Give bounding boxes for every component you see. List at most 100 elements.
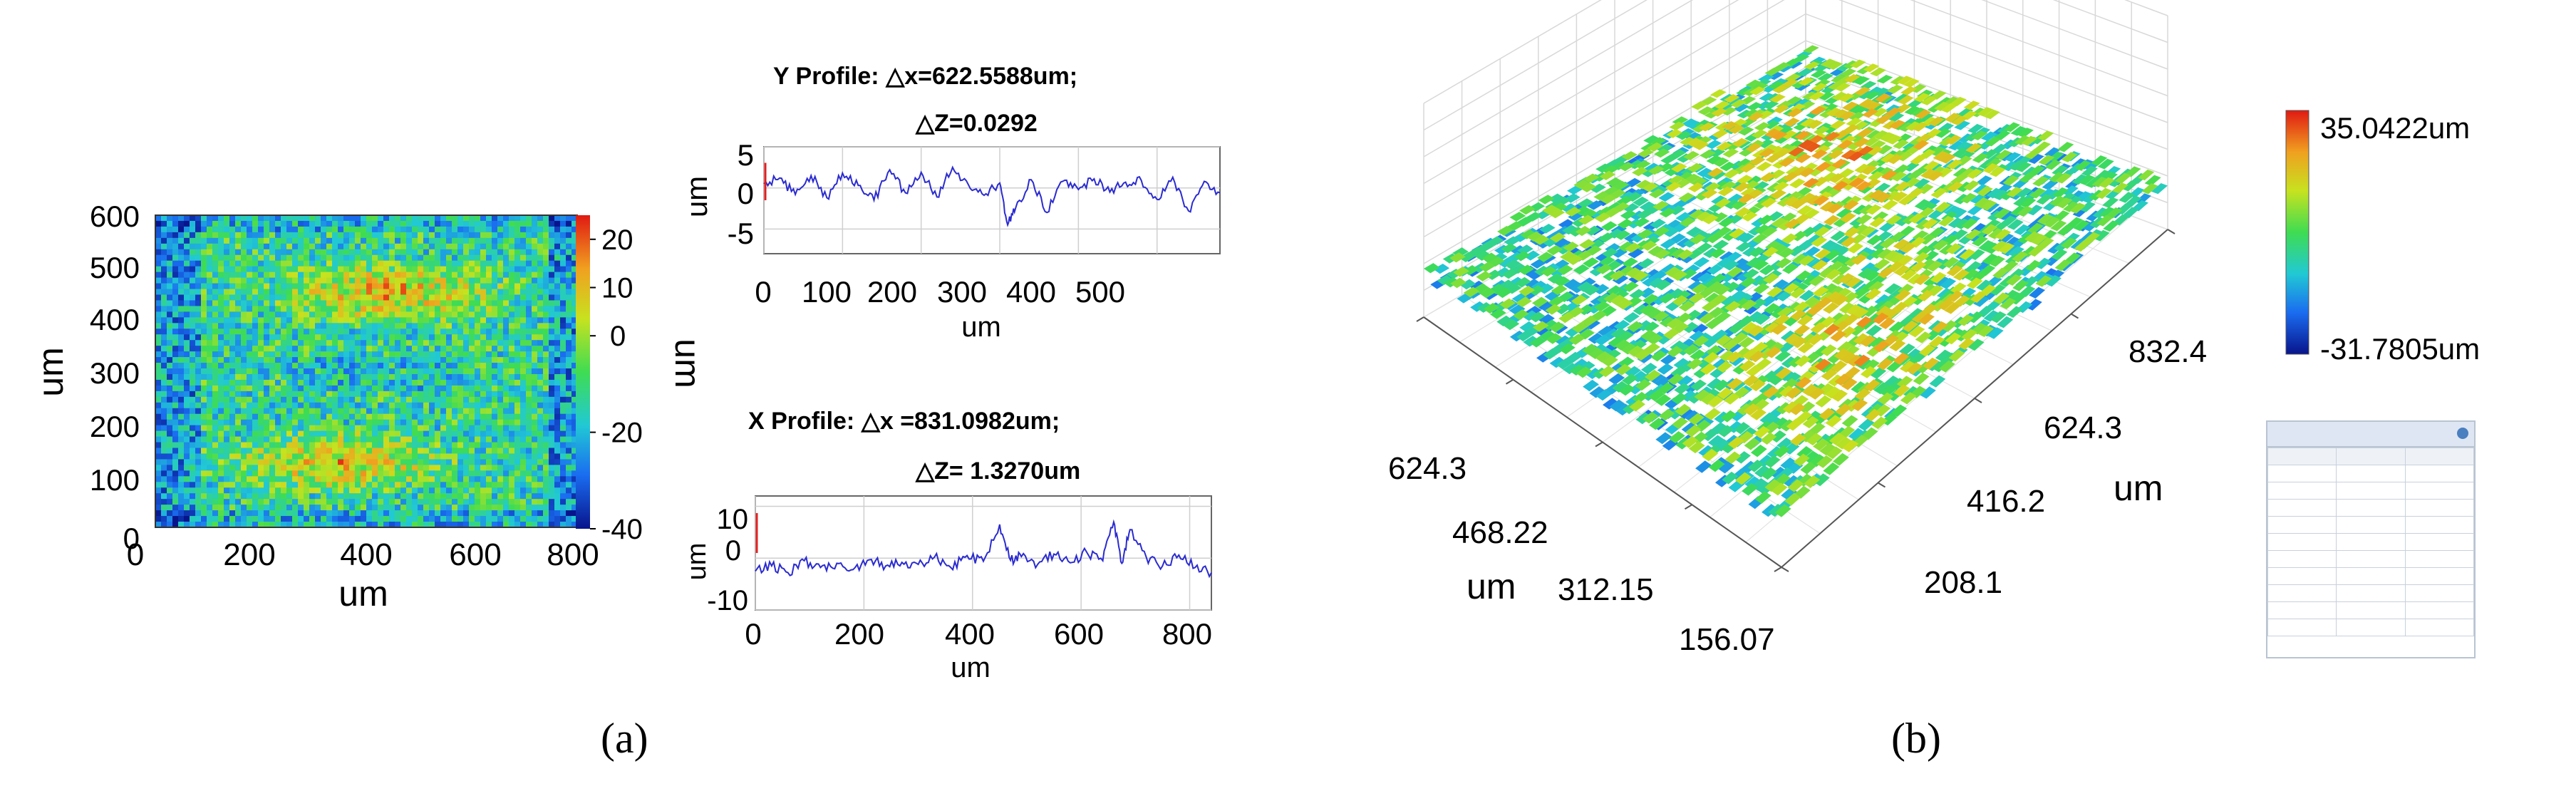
surface-cell: [1790, 199, 1806, 210]
surface-cell: [1933, 275, 1950, 287]
surface-cell: [2081, 165, 2098, 177]
surface-cell: [1700, 149, 1716, 159]
surface-cell: [1603, 186, 1620, 196]
surface-cell: [1715, 334, 1732, 346]
surface-cell: [1885, 107, 1902, 117]
surface-cell: [1848, 111, 1866, 121]
surface-cell: [1680, 269, 1697, 279]
surface-cell: [1980, 200, 1997, 211]
surface-cell: [1890, 404, 1908, 417]
surface-cell: [2097, 158, 2114, 170]
surface-cell: [1600, 221, 1618, 232]
surface-cell: [1669, 431, 1685, 444]
surface-cell: [1770, 189, 1786, 200]
surface-cell: [1865, 288, 1882, 300]
surface-cell: [1526, 212, 1543, 222]
surface-cell: [1716, 361, 1733, 373]
surface-cell: [1522, 310, 1539, 321]
surface-cell: [1639, 201, 1656, 212]
surface-cell: [2037, 213, 2054, 225]
table-row: [2267, 482, 2475, 500]
surface-cell: [1710, 89, 1727, 98]
surface-cell: [1827, 149, 1844, 160]
surface-cell: [1657, 382, 1675, 394]
surface-cell: [1785, 386, 1802, 399]
surface-cell: [1556, 358, 1573, 370]
surface-cell: [1625, 267, 1642, 278]
surface-cell: [1509, 304, 1526, 315]
surface-cell: [1636, 209, 1653, 219]
surface-cell: [1707, 378, 1723, 390]
surface-cell: [1737, 193, 1754, 204]
surface-cell: [1987, 228, 2005, 239]
surface-3d-axis1-tick-0: 624.3: [1388, 451, 1467, 486]
surface-cell: [1809, 91, 1825, 100]
surface-cell: [1795, 376, 1812, 389]
surface-cell: [1794, 324, 1811, 336]
surface-cell: [1678, 192, 1695, 202]
surface-cell: [1825, 415, 1842, 428]
surface-cell: [1817, 73, 1833, 82]
y-profile-y-tick-minus5: -5: [728, 217, 754, 250]
surface-cell: [1616, 195, 1633, 206]
surface-cell: [1621, 151, 1638, 160]
surface-cell: [1912, 230, 1929, 242]
colorbar-tick-10: 10: [601, 273, 633, 304]
surface-cell: [1609, 270, 1626, 281]
surface-cell: [1651, 269, 1668, 281]
surface-cell: [1563, 279, 1580, 289]
surface-cell: [1655, 279, 1672, 291]
surface-cell: [1871, 416, 1888, 430]
surface-cell: [2043, 217, 2060, 228]
surface-cell: [1794, 355, 1811, 367]
surface-cell: [1684, 410, 1701, 423]
surface-cell: [1929, 375, 1946, 388]
surface-cell: [1552, 237, 1569, 247]
surface-cell: [1694, 389, 1711, 402]
surface-cell: [1753, 181, 1769, 191]
surface-cell: [1683, 343, 1700, 356]
table-row: [2267, 619, 2475, 636]
surface-cell: [1930, 91, 1947, 100]
surface-cell: [1640, 240, 1657, 251]
y-profile-x-tick-300: 300: [937, 275, 987, 309]
surface-cell: [1875, 192, 1892, 203]
surface-cell: [1481, 252, 1499, 263]
surface-cell: [1715, 142, 1732, 151]
surface-cell: [1819, 443, 1836, 456]
surface-cell: [1913, 373, 1930, 386]
surface-cell: [1836, 313, 1853, 325]
surface-cell: [1595, 389, 1613, 401]
surface-cell: [2013, 196, 2029, 207]
surface-cell: [1764, 303, 1780, 314]
surface-cell: [1552, 341, 1569, 353]
surface-cell: [1908, 326, 1925, 338]
surface-cell: [1737, 175, 1753, 185]
analytical-results-panel: [2266, 420, 2476, 658]
surface-cell: [1806, 433, 1823, 446]
surface-cell: [1737, 126, 1754, 136]
surface-cell: [1741, 321, 1758, 334]
surface-cell: [1722, 121, 1738, 130]
surface-cell: [1898, 195, 1915, 206]
surface-cell: [1728, 322, 1744, 334]
surface-cell: [1986, 187, 2003, 199]
y-profile-title-line1: Y Profile: △x=622.5588um;: [773, 63, 1077, 90]
surface-cell: [1637, 229, 1654, 239]
surface-cell: [1571, 322, 1588, 334]
surface-cell: [1627, 321, 1644, 333]
surface-cell: [1598, 256, 1615, 267]
surface-cell: [1852, 205, 1869, 215]
gridline: [1423, 0, 1648, 131]
surface-cell: [1980, 284, 1997, 296]
surface-cell: [1907, 273, 1924, 285]
surface-cell: [1612, 381, 1629, 393]
table-row: [2267, 533, 2475, 551]
surface-cell: [1880, 385, 1897, 398]
surface-cell: [1705, 140, 1722, 149]
surface-cell: [1687, 280, 1704, 291]
surface-cell: [1635, 160, 1651, 170]
surface-cell: [1433, 264, 1450, 274]
surface-cell: [1779, 157, 1796, 167]
surface-cell: [1823, 462, 1840, 475]
